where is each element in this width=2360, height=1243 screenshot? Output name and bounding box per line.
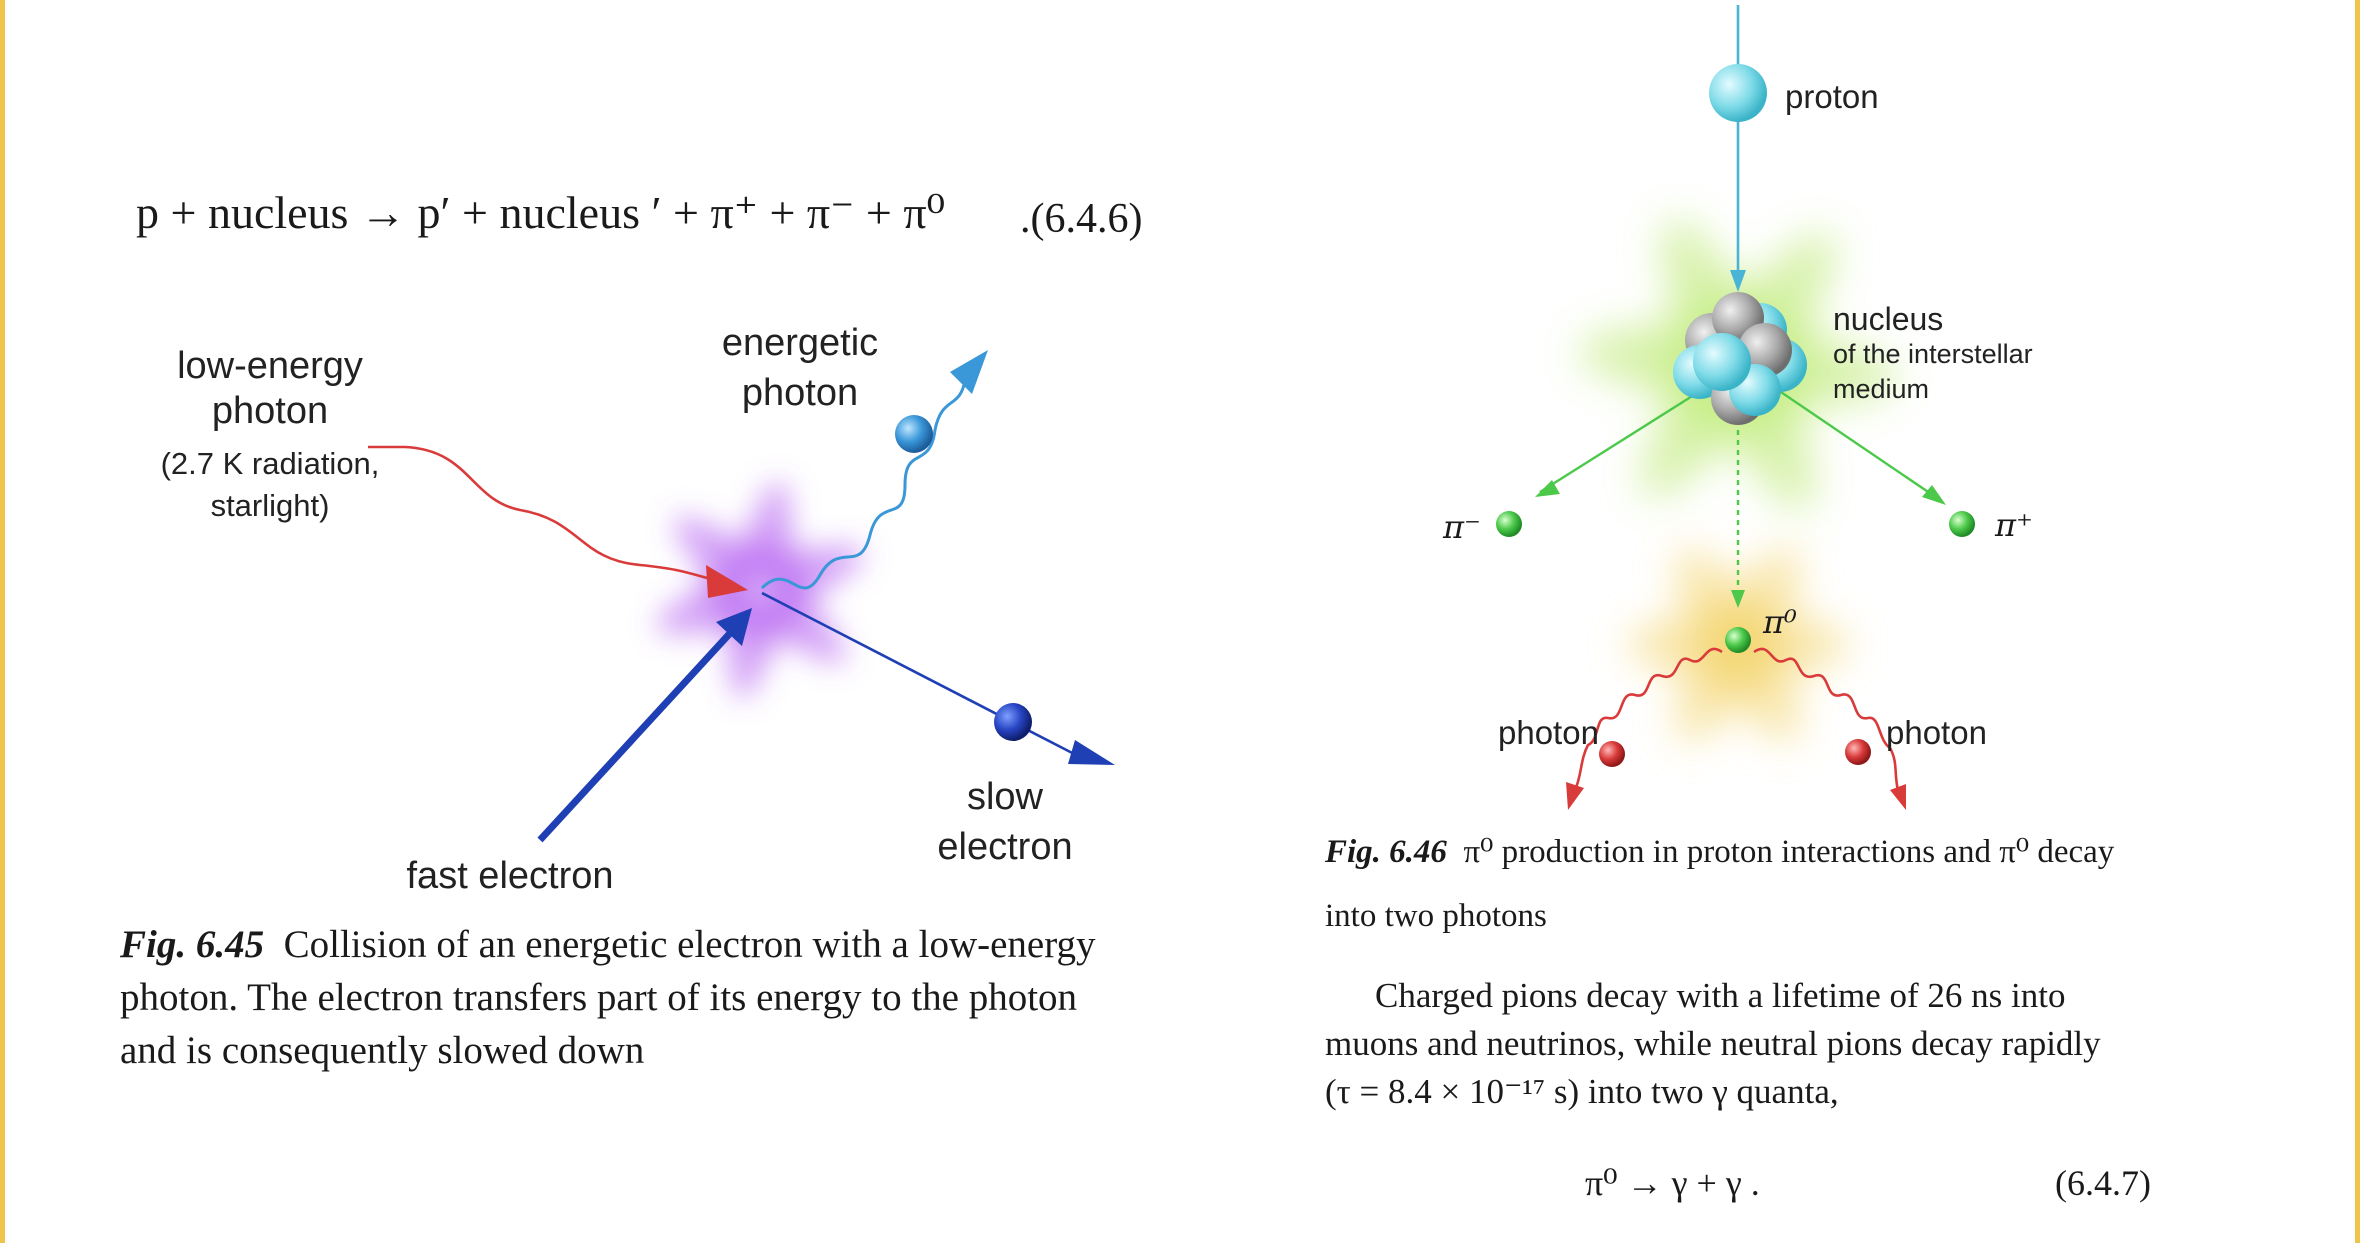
label-low-energy-photon-line3: (2.7 K radiation,: [160, 446, 380, 481]
body-line2: muons and neutrinos, while neutral pions…: [1325, 1024, 2101, 1063]
pi-plus-track: [1774, 387, 1941, 501]
label-low-energy-photon: low-energy photon: [160, 345, 380, 433]
label-fast-electron: fast electron: [406, 855, 614, 897]
fig-6-46-caption-line1: π⁰ production in proton interactions and…: [1463, 834, 2115, 870]
equation-6-4-6-number: .(6.4.6): [1020, 196, 1143, 242]
proton-ball: [1709, 64, 1767, 122]
low-energy-photon-arrowhead: [706, 565, 748, 598]
label-proton: proton: [1785, 78, 1879, 115]
fig-6-46-diagram: [1496, 5, 1975, 810]
label-nucleus: nucleus of the interstellar medium: [1833, 302, 2033, 407]
slow-electron-ball: [994, 703, 1032, 741]
fig-6-45-caption-line2: photon. The electron transfers part of i…: [120, 976, 1078, 1019]
label-energetic-photon-line1: energetic: [721, 322, 879, 364]
pi-plus-arrowhead: [1922, 485, 1946, 505]
proton-track-arrowhead: [1730, 270, 1746, 292]
label-low-energy-photon-source: (2.7 K radiation, starlight): [160, 443, 380, 527]
label-nucleus-line1: nucleus: [1833, 301, 1944, 337]
photon-right-ball: [1845, 739, 1871, 765]
fig-6-46-caption: Fig. 6.46 π⁰ production in proton intera…: [1325, 820, 2114, 948]
fig-6-45-caption-line1: Collision of an energetic electron with …: [283, 923, 1096, 966]
fast-electron-arrowhead: [716, 608, 752, 646]
label-nucleus-line3: medium: [1833, 374, 1930, 404]
fast-electron-path: [537, 627, 736, 843]
fig-6-45-diagram: [368, 350, 1115, 843]
label-nucleus-line2: of the interstellar: [1833, 339, 2033, 369]
equation-6-4-6-text: p + nucleus → p′ + nucleus ′ + π⁺ + π⁻ +…: [136, 187, 946, 238]
equation-6-4-6: p + nucleus → p′ + nucleus ′ + π⁺ + π⁻ +…: [136, 185, 945, 239]
page-border-left: [0, 0, 5, 1243]
body-line1: Charged pions decay with a lifetime of 2…: [1375, 976, 2066, 1015]
low-energy-photon-path: [368, 445, 736, 587]
page-border-right: [2355, 0, 2360, 1243]
photon-right-path: [1753, 647, 1900, 791]
label-pi-minus: π⁻: [1443, 508, 1481, 546]
photon-left-path: [1573, 647, 1723, 791]
photon-right-arrowhead: [1890, 784, 1906, 810]
fig-6-46-caption-label: Fig. 6.46: [1325, 834, 1447, 870]
fig-6-46-caption-line2: into two photons: [1325, 898, 1547, 934]
fig-6-45-caption-line3: and is consequently slowed down: [120, 1029, 645, 1072]
label-energetic-photon: energetic photon: [700, 318, 900, 418]
fig-6-45-caption-label: Fig. 6.45: [120, 923, 265, 966]
label-slow-electron: slow electron: [910, 772, 1100, 872]
label-energetic-photon-line2: photon: [741, 372, 859, 414]
pi-zero-arrowhead: [1731, 590, 1745, 608]
energetic-photon-arrowhead: [950, 350, 988, 394]
pi-plus-ball: [1949, 511, 1975, 537]
label-pi-zero: π⁰: [1763, 603, 1797, 641]
label-low-energy-photon-line1: low-energy: [177, 345, 363, 387]
body-paragraph: Charged pions decay with a lifetime of 2…: [1325, 972, 2101, 1116]
label-slow-electron-line2: electron: [937, 826, 1073, 868]
pi-minus-arrowhead: [1535, 480, 1560, 497]
label-photon-left: photon: [1498, 714, 1599, 751]
pi-zero-ball: [1725, 627, 1751, 653]
energetic-photon-ball: [895, 415, 933, 453]
photon-left-arrowhead: [1566, 782, 1584, 810]
label-photon-right: photon: [1886, 714, 1987, 751]
label-low-energy-photon-line2: photon: [211, 390, 329, 432]
pi-minus-ball: [1496, 511, 1522, 537]
nucleus-cluster: [1673, 292, 1807, 425]
fig-6-45-caption: Fig. 6.45 Collision of an energetic elec…: [120, 918, 1096, 1077]
body-line3: (τ = 8.4 × 10⁻¹⁷ s) into two γ quanta,: [1325, 1072, 1839, 1111]
label-slow-electron-line1: slow: [966, 776, 1044, 818]
label-pi-plus: π⁺: [1995, 506, 2033, 544]
photon-left-ball: [1599, 741, 1625, 767]
label-low-energy-photon-line4: starlight): [210, 488, 330, 523]
pi-minus-track: [1539, 386, 1706, 494]
equation-6-4-7-number: (6.4.7): [2055, 1163, 2151, 1203]
equation-6-4-7: π⁰ → γ + γ .: [1585, 1163, 1760, 1203]
energetic-photon-path: [760, 379, 967, 590]
slow-electron-arrowhead: [1068, 740, 1115, 765]
